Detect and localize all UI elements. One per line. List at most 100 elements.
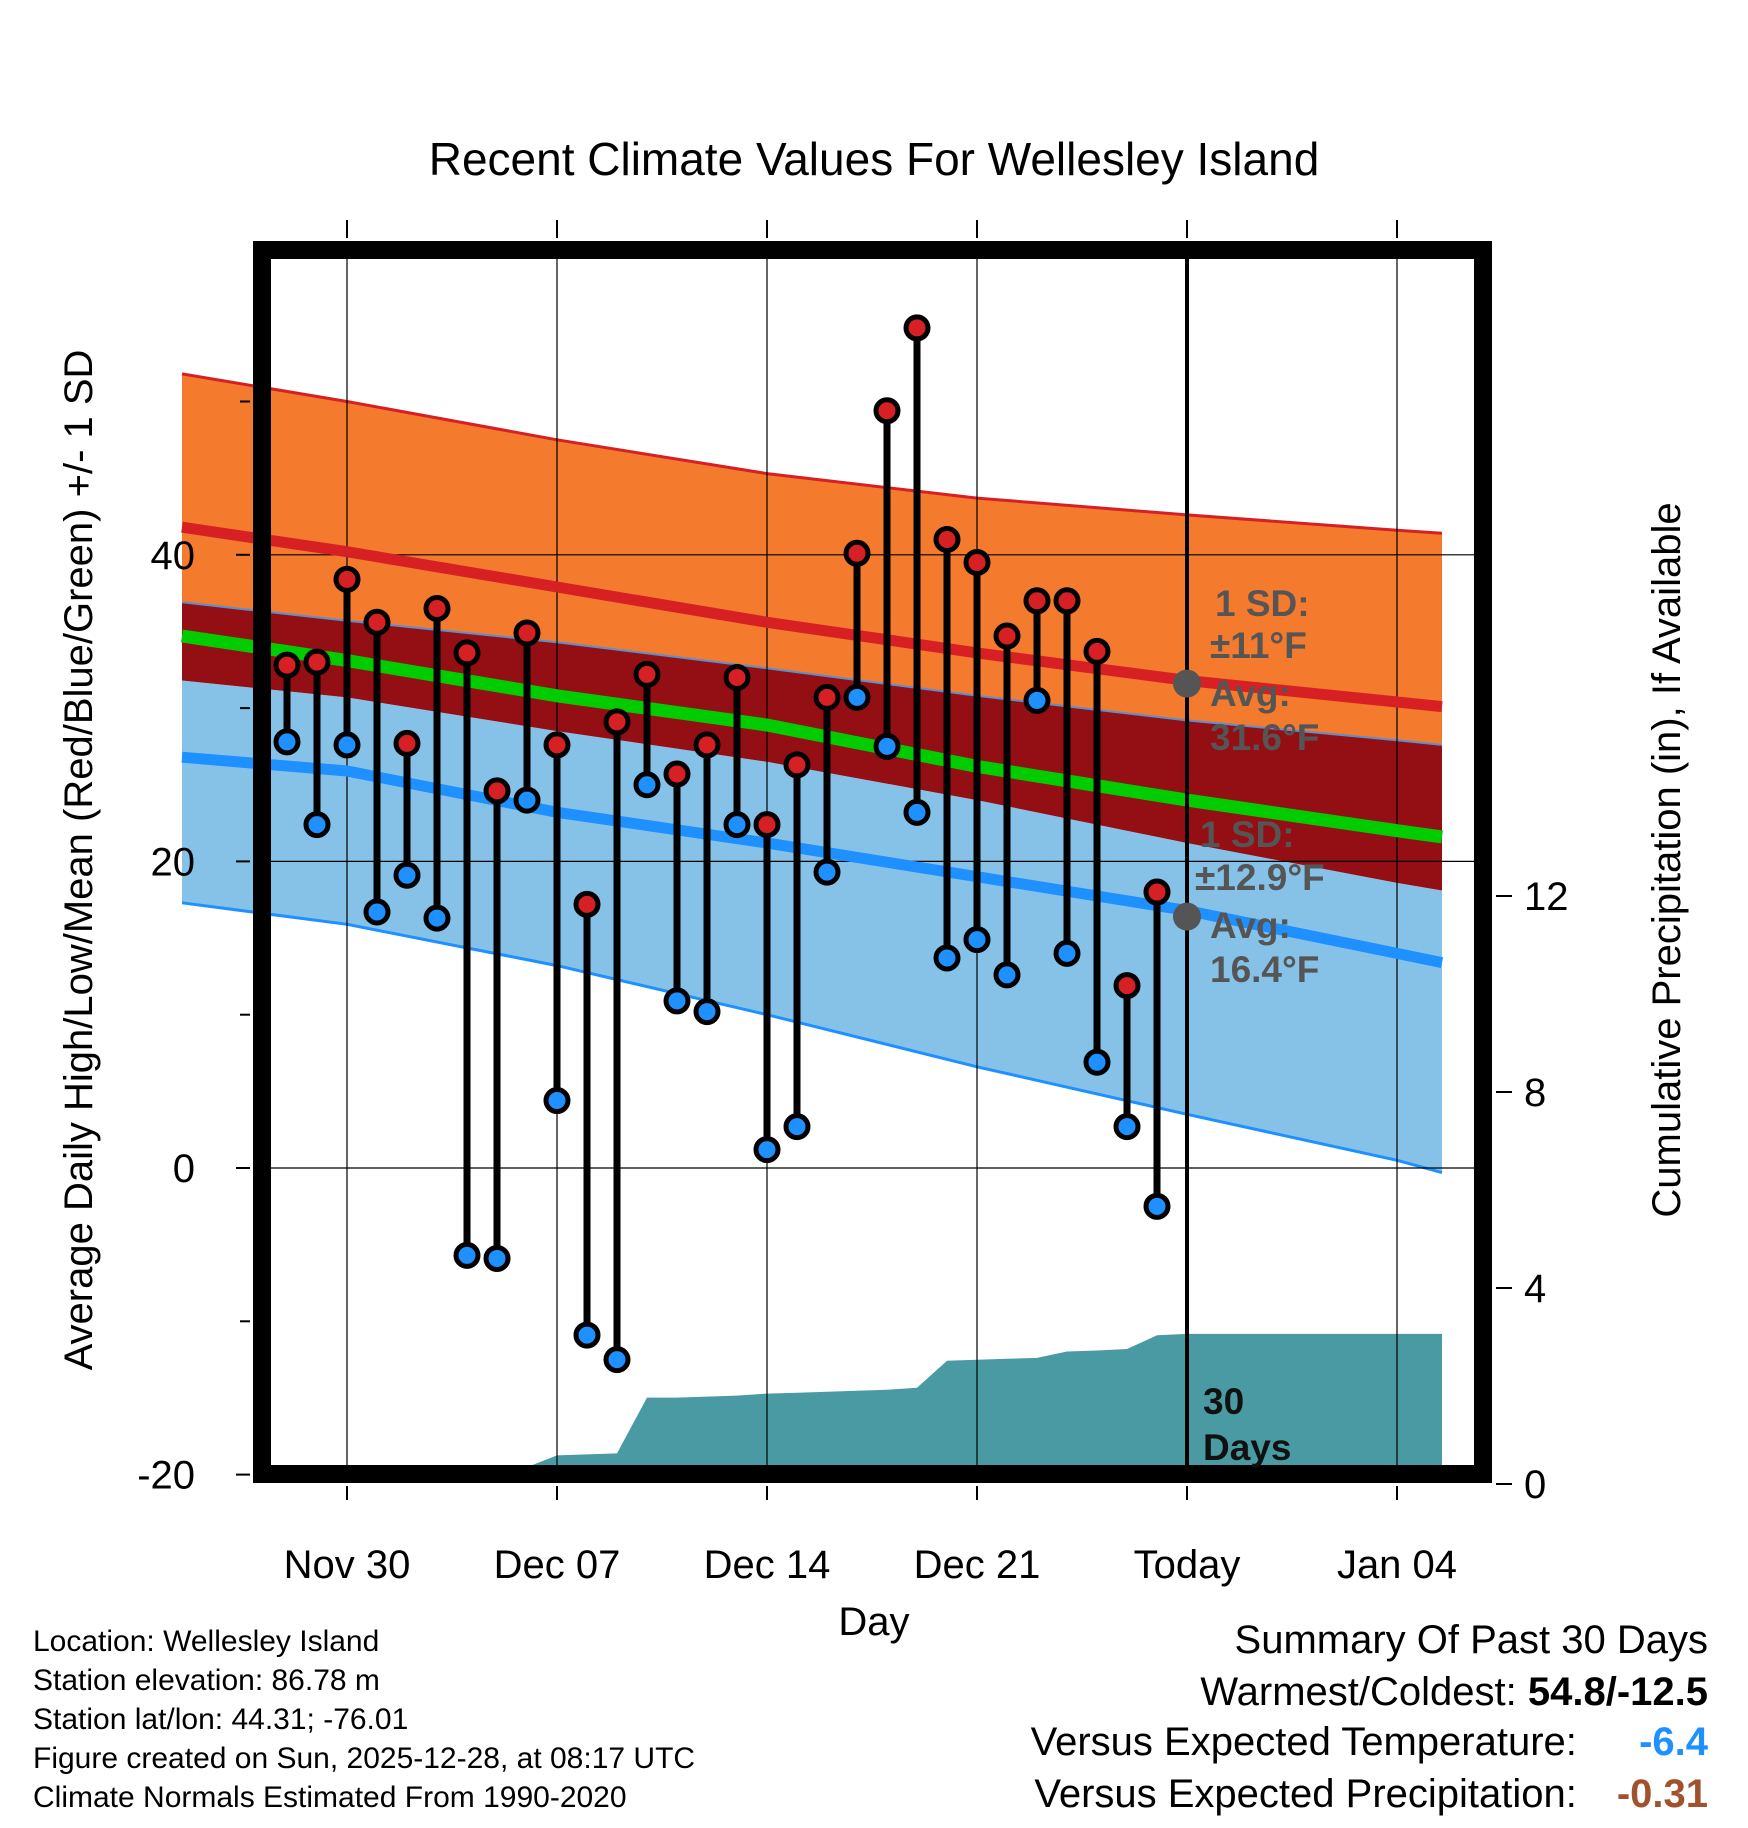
daily-high-point <box>663 760 691 788</box>
window-annotation: 30 Days <box>1203 1381 1291 1468</box>
overlap-band <box>182 602 1442 891</box>
daily-high-point <box>513 619 541 647</box>
low-avg-value: 16.4°F <box>1210 949 1319 990</box>
daily-high-point <box>993 622 1021 650</box>
daily-low-point <box>783 1113 811 1141</box>
daily-low-point <box>723 811 751 839</box>
x-axis-label: Day <box>838 1600 909 1644</box>
daily-high-point <box>903 314 931 342</box>
x-tick-label: Today <box>1134 1543 1241 1587</box>
low-sd-value: ±12.9°F <box>1195 857 1325 898</box>
high-sd-band <box>182 373 1442 745</box>
y-tick-label: -20 <box>137 1454 195 1498</box>
daily-high-point <box>753 811 781 839</box>
daily-high-point <box>303 648 331 676</box>
temp-value: -6.4 <box>1639 1720 1708 1764</box>
warm-cold-label: Warmest/Coldest: <box>1200 1670 1517 1714</box>
daily-high-point <box>363 608 391 636</box>
x-tick-label: Dec 07 <box>494 1543 621 1587</box>
summary-title: Summary Of Past 30 Days <box>1234 1618 1708 1662</box>
x-tick-label: Dec 21 <box>914 1543 1041 1587</box>
summary-precipitation: Versus Expected Precipitation: -0.31 <box>1034 1772 1708 1817</box>
daily-low-point <box>273 728 301 756</box>
high-avg-dot <box>1173 669 1201 698</box>
daily-low-point <box>333 731 361 759</box>
daily-low-point <box>573 1321 601 1349</box>
temp-label: Versus Expected Temperature: <box>1030 1720 1577 1764</box>
daily-low-point <box>693 998 721 1026</box>
high-avg-value: 31.6°F <box>1210 717 1319 758</box>
high-avg-label: Avg: <box>1210 673 1291 714</box>
daily-high-point <box>573 890 601 918</box>
daily-high-point <box>1113 972 1141 1000</box>
high-annotation: 1 SD: ±11°F Avg: 31.6°F <box>1210 583 1319 758</box>
y-tick-label: 0 <box>173 1147 195 1191</box>
y-tick-label: 20 <box>151 840 196 884</box>
daily-high-point <box>963 548 991 576</box>
station-location: Location: Wellesley Island <box>33 1625 380 1658</box>
daily-low-point <box>663 987 691 1015</box>
precip-label: Versus Expected Precipitation: <box>1034 1772 1577 1816</box>
normal-mean-line <box>181 629 1443 844</box>
daily-low-point <box>753 1136 781 1164</box>
daily-high-point <box>723 663 751 691</box>
daily-low-point <box>393 861 421 889</box>
station-latlon: Station lat/lon: 44.31; -76.01 <box>33 1703 409 1736</box>
high-sd-value: ±11°F <box>1210 625 1307 666</box>
low-lower-edge <box>181 901 1443 1175</box>
daily-low-point <box>1053 939 1081 967</box>
low-annotation: 1 SD: ±12.9°F Avg: 16.4°F <box>1195 814 1325 990</box>
daily-high-point <box>393 729 421 757</box>
normals-period: Climate Normals Estimated From 1990-2020 <box>33 1781 627 1814</box>
daily-marks <box>273 250 1201 1474</box>
daily-low-point <box>603 1346 631 1374</box>
daily-low-point <box>483 1244 511 1272</box>
daily-low-point <box>1023 686 1051 714</box>
daily-high-point <box>273 651 301 679</box>
normal-low-line <box>181 751 1444 968</box>
daily-high-point <box>633 660 661 688</box>
low-sd-label: 1 SD: <box>1200 814 1295 855</box>
daily-low-point <box>363 898 391 926</box>
daily-high-point <box>783 751 811 779</box>
low-avg-label: Avg: <box>1210 905 1291 946</box>
daily-high-point <box>813 683 841 711</box>
chart-title: Recent Climate Values For Wellesley Isla… <box>429 133 1320 185</box>
daily-low-point <box>813 858 841 886</box>
low-avg-dot <box>1173 902 1201 931</box>
daily-low-point <box>1143 1192 1171 1220</box>
y-tick-label: 40 <box>151 534 196 578</box>
daily-high-point <box>1053 587 1081 615</box>
daily-low-point <box>993 961 1021 989</box>
daily-high-point <box>483 777 511 805</box>
normal-high-line <box>181 521 1443 713</box>
daily-high-point <box>453 639 481 667</box>
high-upper-edge <box>181 372 1443 535</box>
daily-high-point <box>843 539 871 567</box>
plot-border <box>253 241 1492 1483</box>
daily-high-point <box>423 594 451 622</box>
daily-low-point <box>513 786 541 814</box>
y2-tick-label: 0 <box>1524 1463 1546 1507</box>
daily-high-point <box>1023 587 1051 615</box>
plot-frame <box>253 241 1492 1483</box>
figure-created: Figure created on Sun, 2025-12-28, at 08… <box>33 1742 696 1775</box>
daily-low-point <box>933 944 961 972</box>
y2-tick-label: 8 <box>1524 1071 1546 1115</box>
daily-high-point <box>933 525 961 553</box>
x-tick-label: Dec 14 <box>704 1543 831 1587</box>
daily-low-point <box>1113 1113 1141 1141</box>
daily-low-point <box>453 1241 481 1269</box>
daily-high-point <box>873 397 901 425</box>
daily-low-point <box>963 926 991 954</box>
daily-high-point <box>603 708 631 736</box>
daily-high-point <box>543 731 571 759</box>
high-sd-label: 1 SD: <box>1215 583 1310 624</box>
daily-low-point <box>873 732 901 760</box>
days-window-number: 30 <box>1203 1381 1244 1422</box>
warm-cold-value: 54.8/-12.5 <box>1527 1670 1708 1714</box>
station-elevation: Station elevation: 86.78 m <box>33 1664 380 1697</box>
daily-low-point <box>843 683 871 711</box>
normal-lines <box>181 521 1444 968</box>
